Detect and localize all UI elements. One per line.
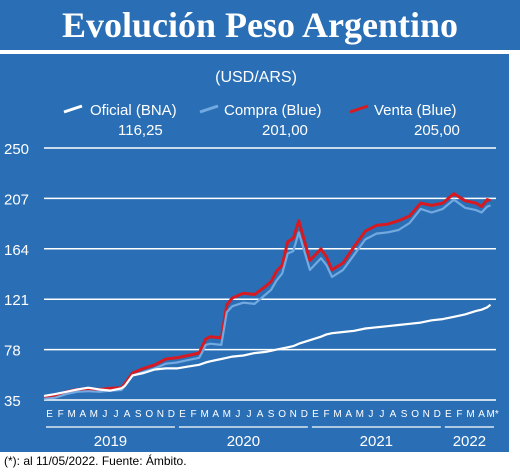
x-month-label: F xyxy=(456,409,462,420)
x-month-label: N xyxy=(157,409,164,420)
x-year-label: 2021 xyxy=(360,433,393,450)
x-month-label: O xyxy=(145,409,153,420)
x-month-label: M* xyxy=(487,409,499,420)
x-month-label: A xyxy=(212,409,219,420)
y-axis: 250 207 164 121 78 35 xyxy=(4,141,29,410)
x-month-label: J xyxy=(235,409,240,420)
legend-value-compra: 201,00 xyxy=(262,122,308,139)
x-month-label: O xyxy=(278,409,286,420)
y-tick-label: 164 xyxy=(4,242,29,259)
x-year-label: 2020 xyxy=(227,433,260,450)
x-month-label: S xyxy=(401,409,408,420)
legend-swatch-oficial xyxy=(63,104,83,114)
x-month-label: F xyxy=(58,409,64,420)
x-month-label: J xyxy=(246,409,251,420)
legend-value-oficial: 116,25 xyxy=(118,122,163,139)
series-line-oficial xyxy=(43,303,492,397)
x-month-label: E xyxy=(312,409,319,420)
x-month-label: D xyxy=(168,409,175,420)
x-month-label: D xyxy=(301,409,308,420)
x-month-label: J xyxy=(379,409,384,420)
x-month-label: E xyxy=(46,409,53,420)
x-month-label: J xyxy=(102,409,107,420)
x-month-label: S xyxy=(268,409,275,420)
x-month-label: M xyxy=(68,409,76,420)
legend-label-oficial: Oficial (BNA) xyxy=(90,102,177,119)
y-tick-label: 35 xyxy=(4,393,21,410)
y-tick-label: 121 xyxy=(4,292,29,309)
x-month-label: J xyxy=(368,409,373,420)
x-month-label: O xyxy=(411,409,419,420)
x-year-label: 2022 xyxy=(453,433,486,450)
x-month-label: N xyxy=(290,409,297,420)
x-month-label: A xyxy=(345,409,352,420)
x-month-label: M xyxy=(200,409,208,420)
x-month-label: F xyxy=(323,409,329,420)
chart-panel: (USD/ARS) Oficial (BNA) 116,25 Compra (B… xyxy=(0,54,509,452)
legend: Oficial (BNA) 116,25 Compra (Blue) 201,0… xyxy=(63,102,460,139)
x-year-label: 2019 xyxy=(94,433,127,450)
legend-value-venta: 205,00 xyxy=(414,122,460,139)
x-month-label: E xyxy=(445,409,452,420)
x-month-label: E xyxy=(179,409,186,420)
legend-label-venta: Venta (Blue) xyxy=(374,102,457,119)
chart-title: Evolución Peso Argentino xyxy=(61,5,459,45)
source-caption: (*): al 11/05/2022. Fuente: Ámbito. xyxy=(4,454,187,468)
x-month-label: A xyxy=(79,409,86,420)
x-month-label: M xyxy=(333,409,341,420)
x-month-label: D xyxy=(434,409,441,420)
grid xyxy=(44,147,496,401)
series-lines xyxy=(43,192,492,400)
x-month-label: J xyxy=(114,409,119,420)
y-tick-label: 78 xyxy=(4,343,21,360)
x-month-label: A xyxy=(390,409,397,420)
legend-swatch-compra xyxy=(199,104,219,114)
x-month-label: N xyxy=(423,409,430,420)
x-month-label: M xyxy=(90,409,98,420)
x-month-label: S xyxy=(135,409,142,420)
line-chart: (USD/ARS) Oficial (BNA) 116,25 Compra (B… xyxy=(4,69,499,450)
legend-swatch-venta xyxy=(349,104,369,114)
x-month-label: A xyxy=(257,409,264,420)
title-bar xyxy=(0,0,520,50)
series-line-venta xyxy=(43,192,491,398)
unit-label: (USD/ARS) xyxy=(215,69,297,86)
x-month-label: A xyxy=(478,409,485,420)
x-month-label: M xyxy=(466,409,474,420)
x-month-label: M xyxy=(356,409,364,420)
x-month-label: A xyxy=(124,409,131,420)
y-tick-label: 250 xyxy=(4,141,29,158)
x-month-label: M xyxy=(223,409,231,420)
legend-label-compra: Compra (Blue) xyxy=(224,102,322,119)
y-tick-label: 207 xyxy=(4,191,29,208)
x-month-label: F xyxy=(191,409,197,420)
